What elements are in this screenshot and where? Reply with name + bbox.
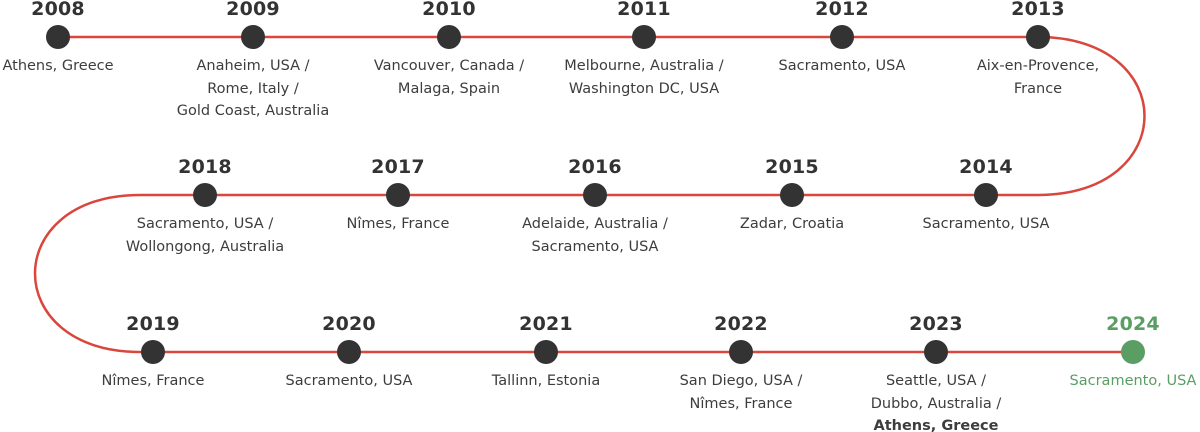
year-label: 2017	[371, 156, 425, 178]
location-label: Dubbo, Australia /	[870, 395, 1002, 412]
location-label: Anaheim, USA /	[196, 58, 310, 74]
location-list: Zadar, Croatia	[740, 213, 844, 236]
location-label: Nîmes, France	[346, 216, 450, 232]
year-label: 2009	[226, 0, 280, 20]
timeline-connector-line	[33, 35, 1146, 354]
timeline-dot	[46, 25, 70, 49]
timeline-dot	[632, 25, 656, 49]
timeline-dot	[729, 340, 753, 364]
location-label: Melbourne, Australia /	[564, 58, 724, 74]
year-label: 2021	[519, 313, 573, 335]
timeline-dot	[1026, 25, 1050, 49]
location-list: Sacramento, USA	[1070, 370, 1197, 393]
location-label: Adelaide, Australia /	[522, 216, 668, 232]
timeline-dot	[241, 25, 265, 49]
year-label: 2015	[765, 156, 819, 178]
location-label: France	[1013, 80, 1063, 97]
location-list: Tallinn, Estonia	[492, 370, 600, 393]
timeline-dot	[337, 340, 361, 364]
location-label: Rome, Italy /	[207, 80, 299, 97]
location-label: Gold Coast, Australia	[176, 103, 330, 119]
year-label: 2010	[422, 0, 476, 20]
timeline-dot	[924, 340, 948, 364]
location-label: Aix-en-Provence,	[976, 58, 1100, 74]
location-list: Sacramento, USA	[779, 55, 906, 78]
location-list: Nîmes, France	[102, 370, 205, 393]
location-label: Athens, Greece	[2, 58, 114, 74]
year-label: 2008	[31, 0, 85, 20]
location-list: Sacramento, USA	[286, 370, 413, 393]
location-label: Nîmes, France	[101, 373, 205, 389]
year-label: 2018	[178, 156, 232, 178]
timeline-dot	[386, 183, 410, 207]
timeline-dot	[583, 183, 607, 207]
location-label: Malaga, Spain	[397, 80, 501, 97]
year-label: 2023	[909, 313, 963, 335]
location-list: Athens, Greece	[2, 55, 113, 78]
year-label: 2019	[126, 313, 180, 335]
location-label: Sacramento, USA /	[136, 216, 274, 232]
location-label: Zadar, Croatia	[739, 216, 845, 232]
location-label: Nîmes, France	[689, 395, 793, 412]
timeline-dot	[141, 340, 165, 364]
location-label: Athens, Greece	[873, 418, 999, 432]
timeline-dot	[437, 25, 461, 49]
timeline-dot	[193, 183, 217, 207]
year-label: 2014	[959, 156, 1013, 178]
location-list: San Diego, USA / Nîmes, France	[680, 370, 803, 415]
location-list: Melbourne, Australia / Washington DC, USA	[564, 55, 723, 100]
year-label: 2022	[714, 313, 768, 335]
location-list: Seattle, USA / Dubbo, Australia / Athens, …	[871, 370, 1002, 432]
location-list: Anaheim, USA / Rome, Italy / Gold Coast, A…	[177, 55, 329, 123]
location-list: Adelaide, Australia / Sacramento, USA	[522, 213, 668, 258]
timeline-dot	[534, 340, 558, 364]
timeline-dot	[1121, 340, 1145, 364]
location-label: Tallinn, Estonia	[491, 373, 601, 389]
location-list: Aix-en-Provence, France	[977, 55, 1099, 100]
location-list: Sacramento, USA	[923, 213, 1050, 236]
location-label: Wollongong, Australia	[125, 238, 285, 255]
year-label: 2011	[617, 0, 671, 20]
location-label: San Diego, USA /	[679, 373, 803, 389]
location-label: Sacramento, USA	[778, 58, 906, 74]
timeline-dot	[780, 183, 804, 207]
year-label: 2012	[815, 0, 869, 20]
year-label: 2016	[568, 156, 622, 178]
year-label: 2020	[322, 313, 376, 335]
location-label: Sacramento, USA	[531, 238, 659, 255]
timeline-dot	[830, 25, 854, 49]
location-label: Sacramento, USA	[1069, 373, 1197, 389]
location-label: Sacramento, USA	[922, 216, 1050, 232]
location-label: Sacramento, USA	[285, 373, 413, 389]
location-list: Sacramento, USA / Wollongong, Australia	[126, 213, 284, 258]
location-label: Seattle, USA /	[885, 373, 987, 389]
location-list: Vancouver, Canada / Malaga, Spain	[374, 55, 524, 100]
timeline-dot	[974, 183, 998, 207]
year-label: 2013	[1011, 0, 1065, 20]
location-label: Washington DC, USA	[568, 80, 720, 97]
location-label: Vancouver, Canada /	[373, 58, 525, 74]
location-list: Nîmes, France	[347, 213, 450, 236]
year-label: 2024	[1106, 313, 1160, 335]
